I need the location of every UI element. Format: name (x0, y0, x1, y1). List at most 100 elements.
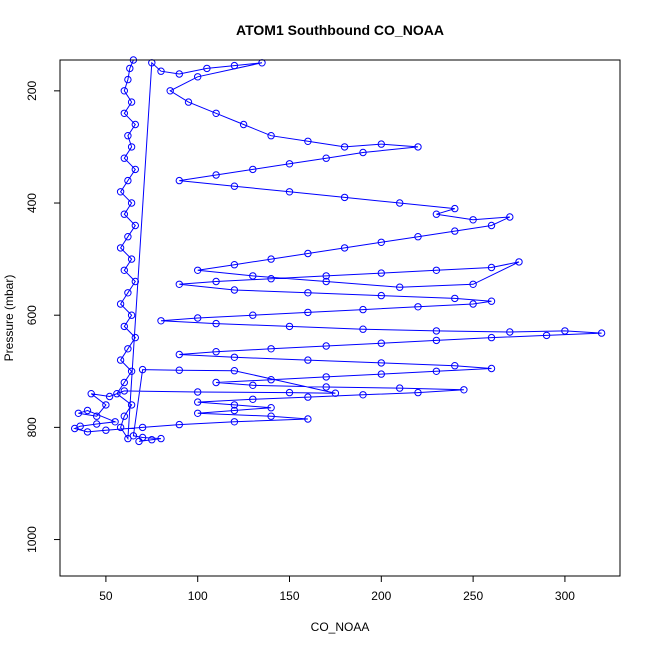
data-point (175, 350, 184, 359)
data-point (597, 329, 606, 337)
data-point (239, 120, 248, 129)
data-point (126, 64, 134, 73)
data-point (230, 286, 239, 294)
x-tick-label: 50 (99, 589, 113, 603)
data-point (487, 221, 496, 230)
data-point (340, 143, 349, 151)
data-point (127, 143, 136, 151)
x-axis: 50 100 150 200 250 300 (99, 575, 575, 603)
data-point (487, 297, 496, 305)
x-tick-label: 150 (279, 589, 299, 603)
data-point (377, 140, 385, 148)
data-point (396, 283, 404, 291)
data-point (515, 258, 523, 266)
data-point (129, 432, 138, 440)
data-point (127, 367, 136, 375)
data-point (267, 275, 275, 283)
data-point (304, 393, 312, 401)
data-point (432, 266, 441, 274)
data-point (249, 272, 257, 280)
data-point (469, 216, 477, 224)
data-point (414, 303, 422, 311)
data-point (120, 154, 129, 162)
series-layer (71, 56, 606, 446)
data-point (249, 395, 257, 403)
data-point (212, 378, 220, 387)
data-point (322, 383, 330, 391)
y-tick-label: 1000 (25, 526, 39, 553)
data-point (102, 426, 110, 434)
data-point (267, 345, 275, 353)
data-point (212, 348, 220, 356)
data-point (451, 294, 459, 303)
data-point (285, 388, 294, 397)
data-point (157, 434, 165, 443)
data-point (396, 384, 404, 392)
y-axis-label: Pressure (mbar) (2, 275, 16, 362)
data-point (116, 356, 125, 364)
data-point (212, 171, 220, 179)
data-point (120, 412, 129, 420)
data-point (451, 204, 459, 213)
data-point (124, 132, 132, 140)
data-point (469, 300, 477, 308)
data-point (116, 423, 125, 432)
data-point (377, 370, 385, 378)
chart-title: ATOM1 Southbound CO_NOAA (236, 22, 444, 38)
data-point (212, 319, 220, 328)
data-point (451, 227, 459, 235)
data-point (184, 98, 193, 106)
data-point (451, 362, 459, 370)
data-point (322, 342, 330, 350)
data-point (249, 165, 257, 174)
data-point (542, 331, 551, 340)
data-point (124, 176, 132, 185)
data-point (396, 199, 404, 207)
data-point (377, 359, 385, 367)
data-point (267, 255, 275, 263)
data-point (194, 73, 202, 81)
data-point (127, 311, 136, 319)
data-point (105, 392, 114, 401)
data-point (157, 317, 165, 325)
data-point (487, 263, 496, 272)
data-point (230, 61, 239, 70)
series-0 (71, 56, 606, 446)
data-point (194, 388, 202, 396)
data-point (102, 401, 110, 409)
data-point (175, 70, 184, 78)
data-point (175, 176, 184, 185)
x-tick-label: 100 (188, 589, 208, 603)
data-point (304, 308, 312, 317)
data-point (359, 305, 367, 314)
data-point (377, 291, 385, 300)
data-point (120, 378, 129, 387)
data-point (230, 367, 239, 375)
data-point (212, 277, 220, 286)
data-point (230, 418, 239, 426)
data-point (194, 314, 202, 322)
data-point (116, 300, 125, 308)
data-point (212, 109, 220, 118)
data-point (487, 333, 496, 342)
data-point (267, 376, 275, 384)
data-point (304, 415, 312, 423)
y-axis: 200 400 600 800 1000 (25, 81, 61, 553)
data-point (267, 404, 275, 412)
data-point (322, 272, 330, 280)
data-point (432, 327, 441, 335)
data-point (131, 333, 140, 342)
x-tick-label: 300 (555, 589, 575, 603)
data-point (93, 412, 101, 420)
y-tick-label: 600 (25, 305, 39, 325)
data-point (135, 437, 143, 446)
data-point (124, 233, 132, 241)
data-point (83, 428, 92, 436)
data-point (322, 373, 330, 381)
data-point (359, 148, 367, 157)
data-point (322, 154, 330, 162)
data-point (460, 386, 468, 394)
data-point (267, 132, 275, 140)
